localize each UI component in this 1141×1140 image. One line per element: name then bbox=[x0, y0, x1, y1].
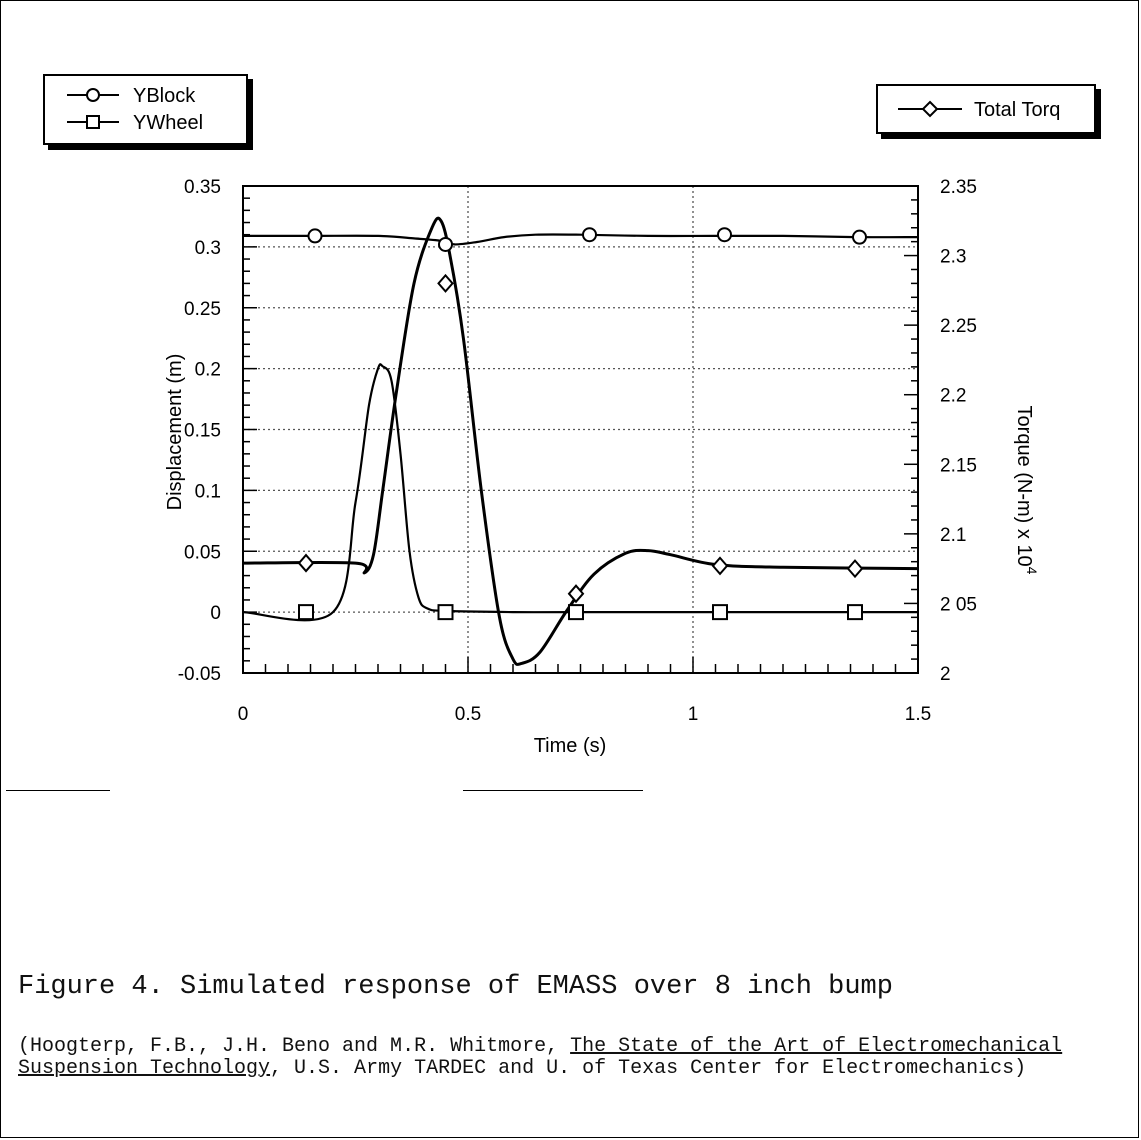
series-lines bbox=[242, 216, 919, 666]
data-point-yblock bbox=[852, 229, 867, 245]
data-point-ywheel bbox=[298, 604, 314, 621]
data-point-ywheel bbox=[712, 604, 728, 621]
y2-tick-label: 2.25 bbox=[940, 316, 977, 337]
legend-label-yblock: YBlock bbox=[133, 85, 196, 107]
data-point-yblock bbox=[307, 228, 323, 244]
y-axis-label: Displacement (m) bbox=[164, 354, 186, 511]
y-tick-label: 0.25 bbox=[184, 299, 221, 320]
legend-label-total-torq: Total Torq bbox=[974, 99, 1061, 121]
data-point-ywheel bbox=[847, 604, 863, 621]
circle-marker-icon bbox=[67, 88, 119, 102]
legend-entry-ywheel: YWheel bbox=[45, 109, 246, 135]
data-point-total-torq bbox=[711, 556, 729, 576]
legend-right: Total Torq bbox=[876, 84, 1096, 134]
y-tick-label: 0.2 bbox=[195, 360, 221, 381]
y2-tick-label: 2 bbox=[940, 664, 951, 685]
y2-tick-label: 2.1 bbox=[940, 525, 966, 546]
data-point-yblock bbox=[717, 227, 732, 243]
y-tick-label: 0.15 bbox=[184, 421, 221, 442]
series-line-yblock bbox=[242, 233, 919, 246]
series-markers bbox=[297, 227, 867, 621]
data-point-total-torq bbox=[437, 273, 454, 293]
citation-suffix: , U.S. Army TARDEC and U. of Texas Cente… bbox=[270, 1057, 1027, 1080]
y2-tick-label: 2.3 bbox=[940, 247, 966, 268]
x-axis-label: Time (s) bbox=[534, 735, 607, 757]
y2-tick-label: 2 05 bbox=[940, 594, 977, 615]
y2-axis-label-text: Torque (N-m) x 10 bbox=[1013, 406, 1035, 567]
grid bbox=[243, 186, 918, 673]
y2-axis-label: Torque (N-m) x 104 bbox=[1013, 406, 1040, 575]
y-tick-label: 0.35 bbox=[184, 177, 221, 198]
data-point-ywheel bbox=[437, 604, 454, 621]
x-tick-label: 1 bbox=[688, 704, 699, 725]
diamond-marker-icon bbox=[898, 100, 962, 118]
tick-labels: -0.05 0 0.05 0.1 0.15 0.2 0.25 0.3 0.35 2 2 05 2.1 2… bbox=[178, 177, 977, 725]
divider-line-left bbox=[6, 790, 110, 791]
citation: (Hoogterp, F.B., J.H. Beno and M.R. Whit… bbox=[18, 1036, 1128, 1080]
legend-left: YBlock YWheel bbox=[43, 74, 248, 145]
x-tick-label: 0.5 bbox=[455, 704, 481, 725]
square-marker-icon bbox=[67, 115, 119, 129]
y2-tick-label: 2.15 bbox=[940, 455, 977, 476]
y2-tick-label: 2.35 bbox=[940, 177, 977, 198]
y-tick-label: -0.05 bbox=[178, 664, 221, 685]
figure-caption: Figure 4. Simulated response of EMASS ov… bbox=[18, 972, 893, 1002]
legend-entry-yblock: YBlock bbox=[45, 82, 246, 108]
citation-title: The State of the Art of Electromechanica… bbox=[18, 1035, 1063, 1080]
series-line-total-torq bbox=[242, 216, 919, 666]
data-point-yblock bbox=[438, 236, 453, 252]
data-point-ywheel bbox=[568, 604, 584, 621]
y2-tick-label: 2.2 bbox=[940, 386, 966, 407]
legend-label-ywheel: YWheel bbox=[133, 112, 204, 134]
legend-entry-total-torq: Total Torq bbox=[878, 96, 1094, 122]
x-tick-label: 1.5 bbox=[905, 704, 931, 725]
y-tick-label: 0.05 bbox=[184, 542, 221, 563]
y-tick-label: 0.3 bbox=[195, 238, 221, 259]
y-tick-label: 0 bbox=[210, 603, 221, 624]
data-point-total-torq bbox=[846, 559, 864, 579]
axis-ticks bbox=[242, 185, 919, 674]
y2-axis-label-exponent: 4 bbox=[1024, 567, 1040, 575]
series-line-ywheel bbox=[242, 363, 918, 622]
divider-line-center bbox=[463, 790, 643, 791]
citation-prefix: (Hoogterp, F.B., J.H. Beno and M.R. Whit… bbox=[18, 1035, 571, 1058]
data-point-yblock bbox=[582, 227, 597, 243]
data-point-total-torq bbox=[297, 553, 315, 573]
y-tick-label: 0.1 bbox=[195, 481, 221, 502]
data-point-total-torq bbox=[567, 584, 585, 604]
x-tick-label: 0 bbox=[238, 704, 249, 725]
